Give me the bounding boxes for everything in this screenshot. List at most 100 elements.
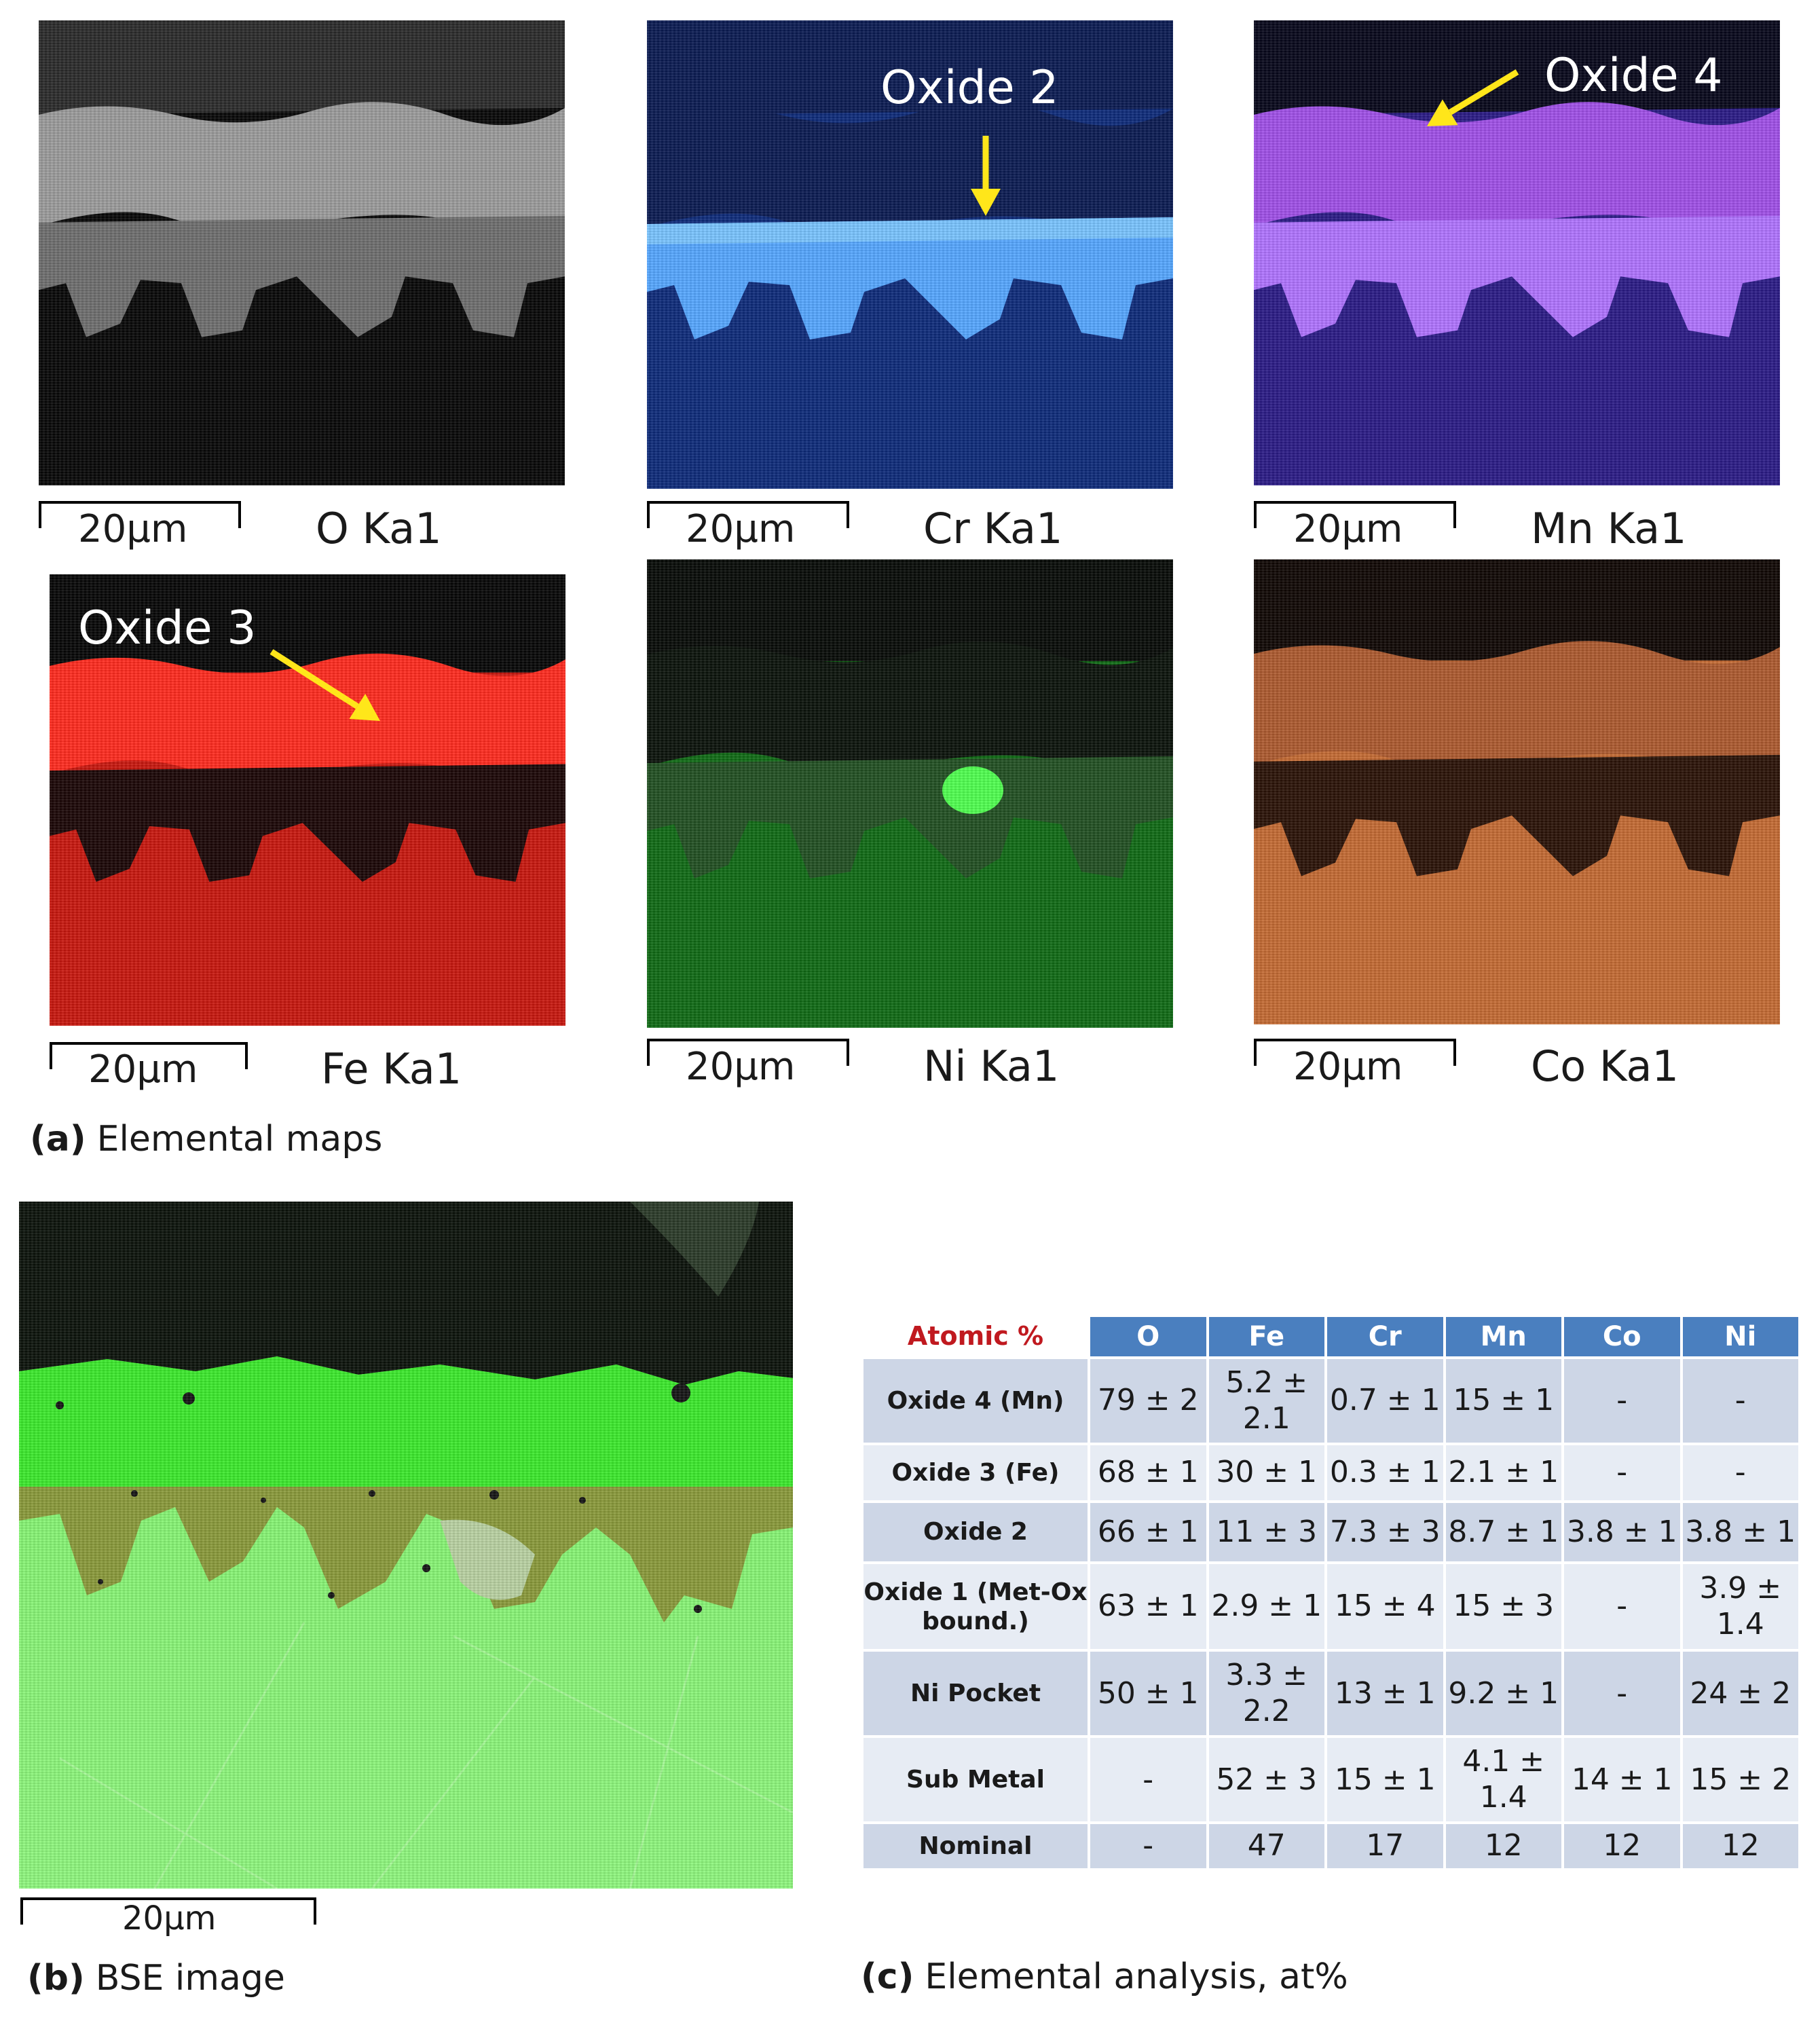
- column-header-ni: Ni: [1682, 1317, 1798, 1356]
- table-cell: 30 ± 1: [1208, 1445, 1324, 1500]
- panel-b-caption: (b) BSE image: [27, 1961, 285, 1996]
- table-cell: -: [1564, 1652, 1680, 1736]
- scale-bar: [1254, 501, 1456, 528]
- scale-label: 20μm: [88, 1047, 198, 1092]
- row-label: Ni Pocket: [863, 1652, 1088, 1736]
- table-cell: -: [1090, 1738, 1206, 1822]
- table-cell: 3.8 ± 1: [1564, 1502, 1680, 1562]
- table-cell: 2.9 ± 1: [1208, 1564, 1324, 1650]
- table-row: Oxide 1 (Met-Ox bound.) 63 ± 1 2.9 ± 1 15 ±…: [863, 1564, 1798, 1650]
- table-row: Oxide 2 66 ± 1 11 ± 3 7.3 ± 3 8.7 ± 1 3.8 ± 1…: [863, 1502, 1798, 1562]
- table-cell: 5.2 ± 2.1: [1208, 1359, 1324, 1443]
- element-label: Ni Ka1: [923, 1041, 1060, 1091]
- table-cell: 11 ± 3: [1208, 1502, 1324, 1562]
- bse-scale-bar: [20, 1897, 316, 1925]
- scale-label: 20μm: [78, 507, 188, 551]
- table-corner-label: Atomic %: [907, 1321, 1044, 1352]
- table-cell: 0.7 ± 1: [1327, 1359, 1443, 1443]
- table-row: Sub Metal -52 ± 3 15 ± 1 4.1 ± 1.4 14 ± 1 15 …: [863, 1738, 1798, 1822]
- table-cell: 9.2 ± 1: [1445, 1652, 1561, 1736]
- scale-bar: [647, 1039, 849, 1066]
- row-label: Oxide 3 (Fe): [863, 1445, 1088, 1500]
- table-cell: 13 ± 1: [1327, 1652, 1443, 1736]
- callout-label: Oxide 2: [880, 61, 1059, 115]
- row-label: Oxide 1 (Met-Ox bound.): [863, 1564, 1088, 1650]
- map-cr: [647, 20, 1173, 489]
- map-graphic: [1254, 20, 1780, 485]
- column-header-fe: Fe: [1208, 1317, 1324, 1356]
- table-cell: 47: [1208, 1824, 1324, 1868]
- table-cell: 3.8 ± 1: [1682, 1502, 1798, 1562]
- panel-c-caption: (c) Elemental analysis, at%: [861, 1959, 1348, 1994]
- panel-b-title: BSE image: [95, 1958, 285, 1999]
- row-label: Nominal: [863, 1824, 1088, 1868]
- bse-image: [19, 1202, 793, 1889]
- column-header-cr: Cr: [1327, 1317, 1443, 1356]
- map-co: [1254, 559, 1780, 1024]
- table-cell: 17: [1327, 1824, 1443, 1868]
- row-label: Oxide 4 (Mn): [863, 1359, 1088, 1443]
- table-cell: -: [1564, 1359, 1680, 1443]
- scale-label: 20μm: [1293, 1045, 1403, 1089]
- table-cell: 12: [1445, 1824, 1561, 1868]
- element-label: Cr Ka1: [923, 504, 1063, 553]
- map-graphic: [647, 20, 1173, 489]
- panel-a-letter: (a): [30, 1119, 86, 1159]
- panel-a-caption: (a) Elemental maps: [30, 1121, 382, 1157]
- table-cell: 3.9 ± 1.4: [1682, 1564, 1798, 1650]
- table-cell: 12: [1564, 1824, 1680, 1868]
- scale-label: 20μm: [686, 1045, 796, 1089]
- scale-bar: [1254, 1039, 1456, 1066]
- table-cell: 63 ± 1: [1090, 1564, 1206, 1650]
- table-row: Nominal -47 17 12 12 12: [863, 1824, 1798, 1868]
- table-cell: 50 ± 1: [1090, 1652, 1206, 1736]
- table-cell: -: [1682, 1445, 1798, 1500]
- callout-label: Oxide 3: [78, 601, 257, 655]
- column-header-o: O: [1090, 1317, 1206, 1356]
- table-cell: 15 ± 3: [1445, 1564, 1561, 1650]
- map-graphic: [647, 559, 1173, 1028]
- table-cell: 15 ± 2: [1682, 1738, 1798, 1822]
- map-graphic: [39, 20, 565, 485]
- table-cell: -: [1564, 1564, 1680, 1650]
- table-cell: 24 ± 2: [1682, 1652, 1798, 1736]
- map-o: [39, 20, 565, 485]
- table-cell: 2.1 ± 1: [1445, 1445, 1561, 1500]
- column-header-mn: Mn: [1445, 1317, 1561, 1356]
- table-row: Oxide 3 (Fe) 68 ± 1 30 ± 1 0.3 ± 1 2.1 ± 1--: [863, 1445, 1798, 1500]
- element-label: Co Ka1: [1531, 1041, 1679, 1091]
- panel-c-letter: (c): [861, 1956, 914, 1997]
- table-cell: 66 ± 1: [1090, 1502, 1206, 1562]
- table-row: Ni Pocket 50 ± 1 3.3 ± 2.2 13 ± 1 9.2 ± 1-24…: [863, 1652, 1798, 1736]
- table-cell: -: [1682, 1359, 1798, 1443]
- table-cell: 8.7 ± 1: [1445, 1502, 1561, 1562]
- table-cell: 68 ± 1: [1090, 1445, 1206, 1500]
- panel-c-title: Elemental analysis, at%: [925, 1956, 1348, 1997]
- scale-label: 20μm: [686, 507, 796, 551]
- scale-bar: [39, 501, 241, 528]
- scale-label: 20μm: [1293, 507, 1403, 551]
- column-header-co: Co: [1564, 1317, 1680, 1356]
- panel-a-title: Elemental maps: [96, 1119, 383, 1159]
- table-header-row: Atomic % O Fe Cr Mn Co Ni: [863, 1317, 1798, 1356]
- table-cell: -: [1090, 1824, 1206, 1868]
- table-cell: 79 ± 2: [1090, 1359, 1206, 1443]
- table-row: Oxide 4 (Mn) 79 ± 2 5.2 ± 2.1 0.7 ± 1 15 ± 1…: [863, 1359, 1798, 1443]
- element-label: Fe Ka1: [321, 1044, 462, 1094]
- table-cell: 15 ± 1: [1445, 1359, 1561, 1443]
- elemental-analysis-table: Atomic % O Fe Cr Mn Co Ni Oxide 4 (Mn) 79…: [861, 1314, 1801, 1871]
- bse-scale-label: 20μm: [122, 1899, 217, 1937]
- callout-label: Oxide 4: [1544, 49, 1723, 103]
- table-cell: 0.3 ± 1: [1327, 1445, 1443, 1500]
- row-label: Sub Metal: [863, 1738, 1088, 1822]
- scale-bar: [50, 1042, 248, 1069]
- map-graphic: [1254, 559, 1780, 1024]
- table-cell: 15 ± 4: [1327, 1564, 1443, 1650]
- table-cell: 4.1 ± 1.4: [1445, 1738, 1561, 1822]
- table-cell: 14 ± 1: [1564, 1738, 1680, 1822]
- table-cell: 52 ± 3: [1208, 1738, 1324, 1822]
- map-ni: [647, 559, 1173, 1028]
- table-cell: 3.3 ± 2.2: [1208, 1652, 1324, 1736]
- table-cell: 7.3 ± 3: [1327, 1502, 1443, 1562]
- element-label: Mn Ka1: [1531, 504, 1687, 553]
